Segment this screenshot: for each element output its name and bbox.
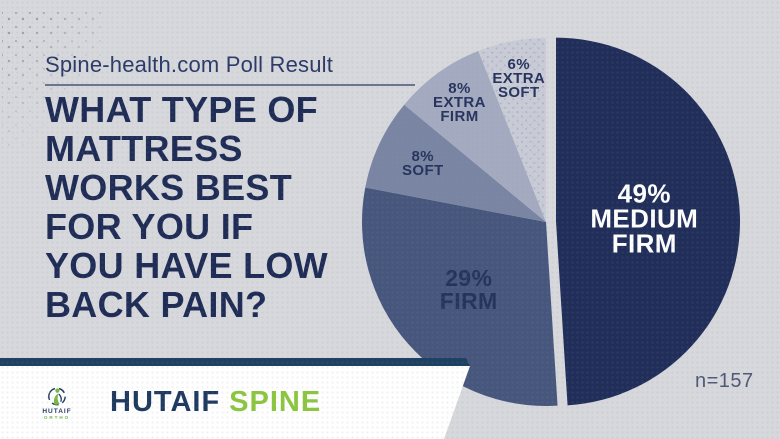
- pie-slice-label-soft: 8% SOFT: [401, 148, 444, 180]
- pie-slice-label-extra-firm: 8% EXTRA FIRM: [433, 79, 486, 125]
- pie-label-line: 8%: [411, 148, 435, 166]
- pie-slice-extra-firm: [404, 50, 546, 222]
- pie-label-line: MEDIUM: [590, 203, 699, 234]
- emblem-subtitle: ORTHO: [43, 414, 71, 420]
- pie-slice-medium-firm: [555, 37, 740, 406]
- heading-line: FOR YOU IF: [45, 206, 254, 247]
- brand-name-primary: HUTAIF: [110, 386, 221, 418]
- pie-label-line: EXTRA: [492, 70, 546, 88]
- heading-line: MATTRESS: [45, 128, 243, 169]
- pie-slice-label-extra-soft: 6% EXTRA SOFT: [492, 56, 546, 102]
- pie-label-line: SOFT: [401, 162, 444, 180]
- heading-line: YOU HAVE LOW: [45, 245, 328, 286]
- poll-source-label: Spine-health.com Poll Result: [45, 52, 334, 77]
- hutaif-ortho-logo-icon: [48, 387, 66, 405]
- divider-rule: [45, 84, 415, 86]
- pie-label-line: 6%: [507, 56, 530, 74]
- heading-line: BACK PAIN?: [45, 284, 268, 325]
- pie-label-line: EXTRA: [433, 93, 486, 111]
- pie-slice-firm: [362, 187, 558, 406]
- brand-emblem: HUTAIF ORTHO: [34, 386, 80, 420]
- pie-label-line: 8%: [448, 79, 471, 97]
- pie-slice-label-firm: 29% FIRM: [440, 267, 498, 313]
- pie-label-line: 49%: [617, 178, 671, 209]
- decorative-dots: [2, 12, 102, 147]
- logo-bar: HUTAIF ORTHO HUTAIF SPINE: [0, 366, 470, 439]
- logo-bar-accent-strip: [0, 358, 470, 366]
- brand-wordmark: HUTAIF SPINE: [110, 386, 321, 419]
- pie-label-line: SOFT: [497, 84, 540, 102]
- pie-label-line: 29%: [445, 265, 493, 292]
- pie-slice-label-medium-firm: 49% MEDIUM FIRM: [590, 178, 699, 259]
- brand-name-secondary: SPINE: [229, 386, 322, 418]
- pie-slice-soft: [365, 104, 546, 222]
- pie-label-line: FIRM: [611, 228, 677, 259]
- poll-question-heading: WHAT TYPE OF MATTRESS WORKS BEST FOR YOU…: [45, 90, 328, 324]
- pie-slice-texture-extra-soft: [478, 38, 546, 222]
- heading-line: WORKS BEST: [45, 167, 293, 208]
- pie-label-line: FIRM: [439, 288, 498, 315]
- heading-line: WHAT TYPE OF: [45, 89, 318, 130]
- sample-size-label: n=157: [695, 370, 754, 392]
- emblem-name: HUTAIF: [42, 407, 72, 415]
- pie-label-line: FIRM: [440, 107, 479, 125]
